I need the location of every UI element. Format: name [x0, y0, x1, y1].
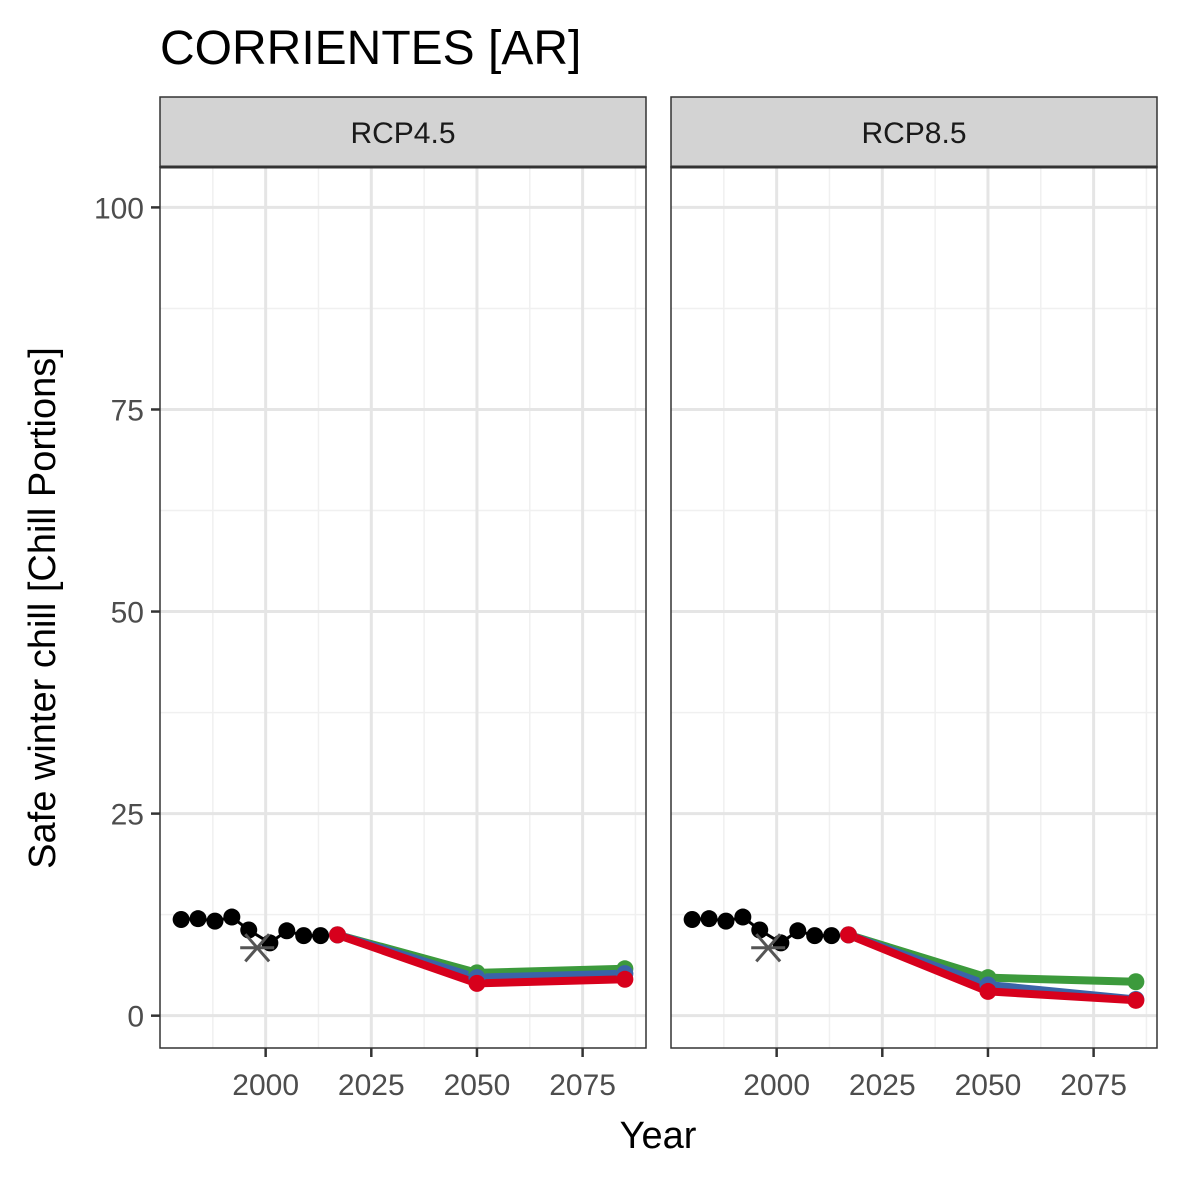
- reference-marker: [240, 933, 275, 963]
- chart-title: CORRIENTES [AR]: [160, 22, 581, 75]
- panel-1: RCP8.5 2000 2025 2050 2075: [670, 96, 1158, 1102]
- scenario-point-2: [328, 926, 346, 944]
- panel-background: [160, 167, 646, 1048]
- historic-point: [295, 927, 313, 945]
- x-tick-label: 2025: [338, 1069, 405, 1102]
- historic-point: [172, 910, 190, 928]
- x-tick-label: 2050: [444, 1069, 511, 1102]
- x-tick-label: 2000: [232, 1069, 299, 1102]
- historic-point: [806, 927, 824, 945]
- historic-point: [823, 927, 841, 945]
- historic-point: [734, 908, 752, 926]
- facet-strip: [670, 96, 1158, 168]
- panel-background: [671, 167, 1157, 1048]
- historic-point: [700, 910, 718, 928]
- historic-point: [240, 921, 258, 939]
- y-tick-label: 100: [94, 192, 144, 225]
- scenario-point-2: [468, 974, 486, 992]
- historic-point: [717, 912, 735, 930]
- y-tick-label: 75: [111, 394, 144, 427]
- x-axis-title: Year: [620, 1115, 697, 1157]
- historic-point: [789, 922, 807, 940]
- historic-point: [683, 910, 701, 928]
- y-tick-label: 50: [111, 597, 144, 630]
- facet-strip-label: RCP8.5: [861, 117, 966, 150]
- scenario-point-2: [616, 970, 634, 988]
- historic-point: [206, 912, 224, 930]
- x-tick-label: 2075: [1060, 1069, 1127, 1102]
- facet-strip: [159, 96, 647, 168]
- historic-point: [312, 927, 330, 945]
- facet-strip-label: RCP4.5: [350, 117, 455, 150]
- x-tick-label: 2000: [743, 1069, 810, 1102]
- reference-marker-stroke: [244, 933, 271, 963]
- reference-marker-stroke: [755, 933, 782, 963]
- historic-point: [189, 910, 207, 928]
- x-tick-label: 2075: [549, 1069, 616, 1102]
- historic-point: [751, 921, 769, 939]
- facet-panels: RCP4.5 2000 2025 2050 2075 0 25 50 75 100 RCP8.5 20…: [94, 96, 1158, 1102]
- x-tick-label: 2025: [849, 1069, 916, 1102]
- panel-0: RCP4.5 2000 2025 2050 2075 0 25 50 75 100: [94, 96, 647, 1102]
- y-tick-label: 0: [127, 1001, 144, 1034]
- scenario-point-2: [979, 982, 997, 1000]
- scenario-point-0: [1127, 973, 1145, 991]
- scenario-point-2: [839, 926, 857, 944]
- historic-point: [278, 922, 296, 940]
- historic-point: [223, 908, 241, 926]
- reference-marker: [751, 933, 786, 963]
- y-tick-label: 25: [111, 799, 144, 832]
- x-tick-label: 2050: [955, 1069, 1022, 1102]
- y-axis-title: Safe winter chill [Chill Portions]: [22, 347, 64, 869]
- scenario-point-2: [1127, 991, 1145, 1009]
